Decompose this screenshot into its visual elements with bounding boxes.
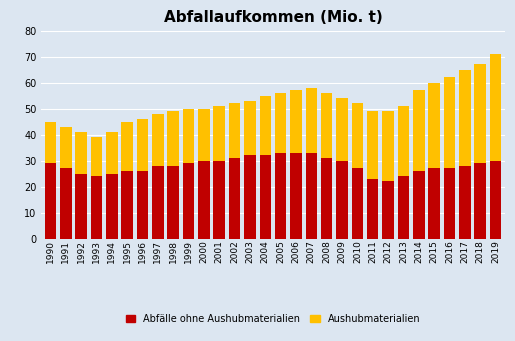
Bar [198, 109, 210, 161]
Bar [183, 163, 194, 239]
Bar [290, 153, 302, 239]
Bar [367, 179, 379, 239]
Bar [459, 166, 471, 239]
Bar [413, 90, 424, 171]
Bar [398, 176, 409, 239]
Bar [260, 155, 271, 239]
Bar [214, 161, 225, 239]
Bar [336, 161, 348, 239]
Bar [244, 101, 255, 155]
Bar [229, 158, 241, 239]
Bar [275, 93, 286, 153]
Bar [398, 106, 409, 176]
Bar [106, 174, 117, 239]
Bar [352, 168, 363, 239]
Bar [122, 122, 133, 171]
Bar [260, 96, 271, 155]
Bar [444, 77, 455, 168]
Bar [305, 153, 317, 239]
Bar [275, 153, 286, 239]
Bar [198, 161, 210, 239]
Bar [321, 158, 332, 239]
Bar [444, 168, 455, 239]
Bar [382, 181, 394, 239]
Bar [321, 93, 332, 158]
Bar [474, 64, 486, 163]
Bar [106, 132, 117, 174]
Bar [167, 166, 179, 239]
Bar [183, 109, 194, 163]
Bar [413, 171, 424, 239]
Bar [137, 119, 148, 171]
Bar [428, 83, 440, 168]
Bar [214, 106, 225, 161]
Bar [336, 98, 348, 161]
Bar [290, 90, 302, 153]
Bar [459, 70, 471, 166]
Bar [352, 104, 363, 168]
Bar [474, 163, 486, 239]
Title: Abfallaufkommen (Mio. t): Abfallaufkommen (Mio. t) [164, 10, 382, 25]
Bar [152, 114, 164, 166]
Bar [382, 111, 394, 181]
Bar [305, 88, 317, 153]
Bar [229, 104, 241, 158]
Bar [45, 163, 56, 239]
Bar [45, 122, 56, 163]
Bar [428, 168, 440, 239]
Bar [75, 174, 87, 239]
Bar [490, 54, 501, 161]
Bar [167, 111, 179, 166]
Bar [244, 155, 255, 239]
Bar [152, 166, 164, 239]
Bar [122, 171, 133, 239]
Bar [137, 171, 148, 239]
Bar [367, 111, 379, 179]
Legend: Abfälle ohne Aushubmaterialien, Aushubmaterialien: Abfälle ohne Aushubmaterialien, Aushubma… [122, 310, 424, 328]
Bar [91, 176, 102, 239]
Bar [75, 132, 87, 174]
Bar [91, 137, 102, 176]
Bar [490, 161, 501, 239]
Bar [60, 127, 72, 168]
Bar [60, 168, 72, 239]
